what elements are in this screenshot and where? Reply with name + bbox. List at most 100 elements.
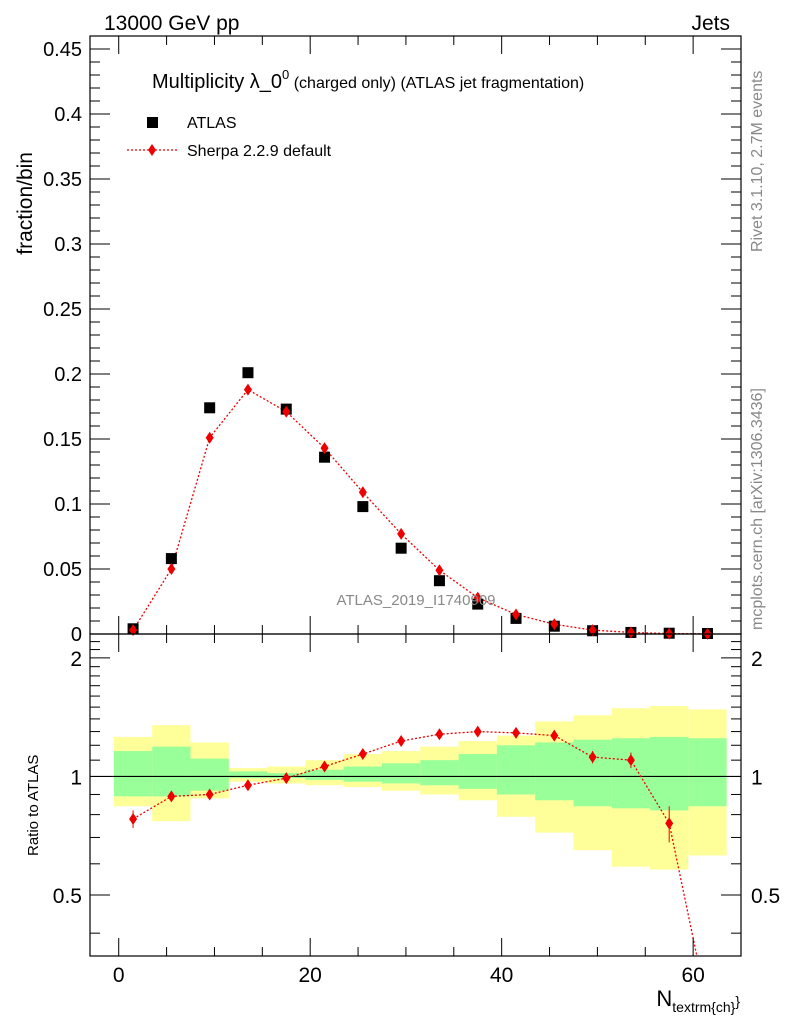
ratio-sherpa-point xyxy=(435,728,444,741)
ratio-panel: 0.5 0.5 1 1 2 2 0 20 40 60 Ratio to ATLAS Ntextr… xyxy=(25,633,780,1015)
ratio-sherpa-point xyxy=(243,779,252,792)
legend-atlas-marker xyxy=(147,117,158,128)
ratio-sherpa-point xyxy=(588,751,597,764)
ratio-sherpa-point xyxy=(320,760,329,773)
main-y-tick-label: 0.2 xyxy=(54,364,82,386)
atlas-data-point xyxy=(165,553,177,565)
ratio-sherpa-point xyxy=(550,729,559,742)
ratio-plot-area xyxy=(90,705,741,956)
uncertainty-band-inner xyxy=(611,738,651,809)
ratio-sherpa-point xyxy=(167,790,176,803)
ratio-sherpa-point xyxy=(626,754,635,767)
sherpa-point xyxy=(512,608,521,621)
sherpa-line xyxy=(132,388,708,635)
mcplots-label: mcplots.cern.ch [arXiv:1306.3436] xyxy=(749,388,766,630)
sherpa-point xyxy=(626,626,635,639)
atlas-data-point xyxy=(472,598,484,610)
main-y-tick-label: 0.35 xyxy=(43,169,82,191)
main-plot-area xyxy=(127,367,713,640)
atlas-data-point xyxy=(319,451,331,463)
ratio-y-tick-label-right: 0.5 xyxy=(751,885,780,908)
category-label: Jets xyxy=(691,12,730,35)
sherpa-point xyxy=(550,618,559,631)
ratio-y-tick-label-right: 1 xyxy=(751,766,763,789)
uncertainty-band-inner xyxy=(496,745,536,795)
atlas-data-point xyxy=(242,367,254,379)
uncertainty-band-inner xyxy=(305,769,344,780)
ratio-sherpa-point xyxy=(205,788,214,801)
sherpa-point xyxy=(243,383,252,396)
main-y-tick-label: 0.3 xyxy=(54,234,82,256)
sherpa-point xyxy=(435,564,444,577)
ratio-y-tick-label: 2 xyxy=(70,648,82,671)
uncertainty-band-inner xyxy=(573,739,612,807)
x-axis-label-main: N xyxy=(656,986,672,1011)
uncertainty-band-inner xyxy=(228,771,268,779)
watermark: ATLAS_2019_I1740909 xyxy=(336,592,495,609)
ratio-ylabel: Ratio to ATLAS xyxy=(25,755,42,856)
ratio-y-axis: 0.5 0.5 1 1 2 2 xyxy=(53,641,780,934)
atlas-data-point xyxy=(357,501,369,513)
sherpa-point xyxy=(358,486,367,499)
chart-title: Multiplicity λ_00 (charged only) (ATLAS … xyxy=(152,67,584,93)
x-tick-label: 40 xyxy=(490,964,513,987)
main-y-tick-label: 0.25 xyxy=(43,299,82,321)
uncertainty-band-inner xyxy=(152,746,191,797)
sherpa-point xyxy=(129,624,138,637)
ratio-y-tick-label: 0.5 xyxy=(53,885,82,908)
atlas-data-point xyxy=(433,575,445,587)
uncertainty-band-inner xyxy=(381,763,421,784)
main-y-tick-label: 0.15 xyxy=(43,429,82,451)
main-panel: 0 0.05 0.1 0.15 0.2 0.25 0.3 0.35 0.4 0.45 fracti… xyxy=(14,35,742,646)
chart-title-main: Multiplicity λ_0 xyxy=(152,71,282,93)
chart-title-sup: 0 xyxy=(282,67,289,82)
ratio-sherpa-point xyxy=(473,725,482,738)
atlas-data-point xyxy=(204,402,216,414)
ratio-sherpa-point xyxy=(129,812,138,825)
sherpa-point xyxy=(320,442,329,455)
ratio-sherpa-point xyxy=(665,817,674,830)
ratio-sherpa-line xyxy=(132,730,698,956)
ratio-sherpa-point xyxy=(358,748,367,761)
ratio-y-tick-label: 1 xyxy=(70,766,82,789)
uncertainty-band-inner xyxy=(343,766,382,782)
ratio-y-tick-label-right: 2 xyxy=(751,648,763,671)
legend-atlas-label: ATLAS xyxy=(187,115,237,132)
ratio-frame xyxy=(89,633,742,957)
uncertainty-band-inner xyxy=(535,742,574,801)
sherpa-point xyxy=(167,563,176,575)
x-tick-label: 20 xyxy=(299,964,322,987)
uncertainty-band-inner xyxy=(458,754,497,789)
sherpa-point xyxy=(205,431,214,444)
legend: ATLAS Sherpa 2.2.9 default xyxy=(127,115,332,160)
uncertainty-band-inner xyxy=(420,760,459,786)
legend-sherpa-label: Sherpa 2.2.9 default xyxy=(187,143,332,160)
uncertainty-band-inner xyxy=(190,758,229,791)
energy-label: 13000 GeV pp xyxy=(104,12,239,35)
main-y-axis: 0 0.05 0.1 0.15 0.2 0.25 0.3 0.35 0.4 0.45 xyxy=(43,35,741,646)
x-tick-label: 0 xyxy=(113,964,125,987)
main-y-tick-label: 0.4 xyxy=(54,104,82,126)
uncertainty-band-inner xyxy=(688,738,727,807)
atlas-data-point xyxy=(395,542,407,554)
uncertainty-band-inner xyxy=(113,751,153,797)
ratio-sherpa-point xyxy=(397,735,406,748)
x-axis-label-sub: textrm{ch} xyxy=(672,999,735,1015)
main-y-tick-label: 0.05 xyxy=(43,559,82,581)
sherpa-point xyxy=(473,591,482,604)
sherpa-point xyxy=(282,405,291,418)
main-y-tick-label: 0.1 xyxy=(54,494,82,516)
main-y-tick-label: 0 xyxy=(71,624,82,646)
uncertainty-band-inner xyxy=(650,736,689,811)
sherpa-point xyxy=(397,527,406,540)
ratio-sherpa-point xyxy=(282,772,291,785)
legend-sherpa-marker xyxy=(148,144,156,156)
chart-title-rest: (charged only) (ATLAS jet fragmentation) xyxy=(289,75,584,92)
rivet-label: Rivet 3.1.10, 2.7M events xyxy=(749,71,766,252)
main-ylabel: fraction/bin xyxy=(14,152,37,255)
x-axis-label: Ntextrm{ch}} xyxy=(656,986,740,1015)
x-axis: 0 20 40 60 xyxy=(113,634,705,987)
sherpa-point xyxy=(588,624,597,637)
x-tick-label: 60 xyxy=(681,964,704,987)
